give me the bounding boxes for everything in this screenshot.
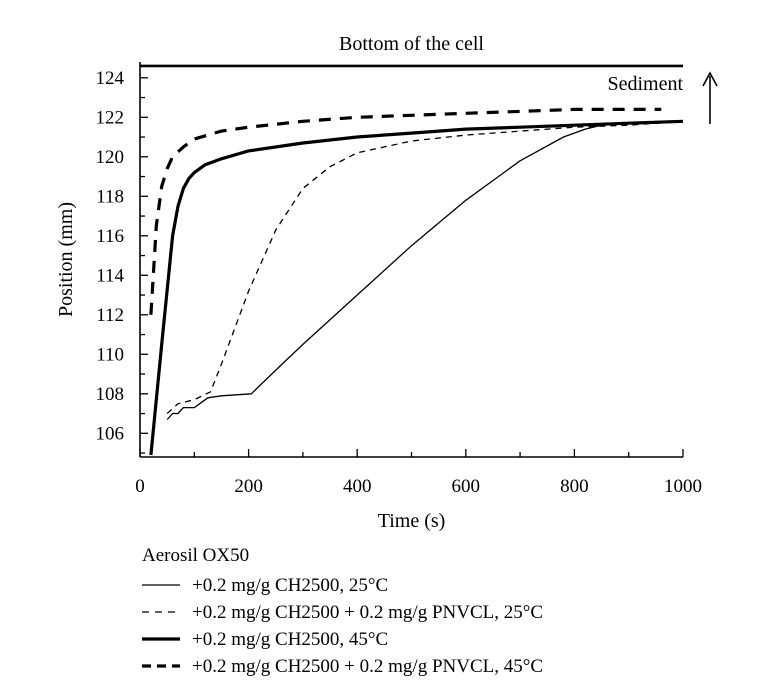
sediment-label: Sediment xyxy=(607,73,683,95)
ticks: 0 200 400 600 800 1000 106 108 110 112 114 116 118 12… xyxy=(96,68,703,497)
x-tick-label: 200 xyxy=(234,476,263,497)
y-tick-label: 110 xyxy=(96,344,124,365)
x-tick-label: 1000 xyxy=(664,476,702,497)
legend-label-4: +0.2 mg/g CH2500 + 0.2 mg/g PNVCL, 45°C xyxy=(192,656,543,677)
plot-area: Bottom of the cell Sediment xyxy=(140,33,718,456)
y-tick-label: 118 xyxy=(96,186,124,207)
x-tick-label: 400 xyxy=(343,476,372,497)
y-tick-label: 106 xyxy=(96,423,125,444)
y-axis-title: Position (mm) xyxy=(55,202,77,317)
x-axis-title: Time (s) xyxy=(378,510,446,532)
x-tick-label: 800 xyxy=(560,476,589,497)
legend-label-1: +0.2 mg/g CH2500, 25°C xyxy=(192,575,388,596)
legend: Aerosil OX50 +0.2 mg/g CH2500, 25°C +0.2 m… xyxy=(142,545,543,677)
y-tick-label: 108 xyxy=(96,384,125,405)
series-line-1 xyxy=(166,120,684,420)
cell-bottom-label: Bottom of the cell xyxy=(339,33,484,55)
y-tick-label: 116 xyxy=(96,226,124,247)
legend-title: Aerosil OX50 xyxy=(142,545,249,566)
y-tick-label: 124 xyxy=(96,68,125,89)
x-tick-label: 600 xyxy=(452,476,481,497)
sediment-arrow-head xyxy=(702,71,718,87)
y-tick-label: 112 xyxy=(96,305,124,326)
series-line-2 xyxy=(166,120,684,414)
series-line-3 xyxy=(149,119,684,456)
legend-label-3: +0.2 mg/g CH2500, 45°C xyxy=(192,629,388,650)
y-tick-label: 114 xyxy=(96,265,124,286)
y-tick-label: 122 xyxy=(96,107,125,128)
y-tick-label: 120 xyxy=(96,147,125,168)
series-line-4 xyxy=(149,107,662,315)
axes: Time (s) Position (mm) xyxy=(55,62,683,532)
x-tick-label: 0 xyxy=(135,476,145,497)
legend-label-2: +0.2 mg/g CH2500 + 0.2 mg/g PNVCL, 25°C xyxy=(192,602,543,623)
